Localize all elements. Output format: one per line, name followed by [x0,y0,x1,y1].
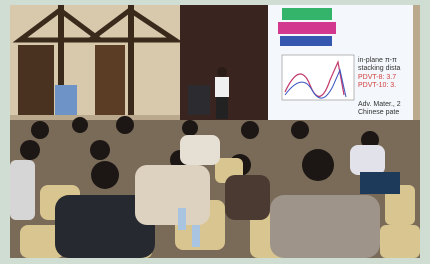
slide-text: PDVT-8: 3.7 [358,74,396,81]
slide-text: in-plane π-π [358,57,397,64]
slide-box [278,22,336,34]
speaker-head [217,67,227,77]
bottle [178,208,186,230]
slide-text: PDVT-10: 3. [358,82,396,89]
door [18,45,54,115]
speaker-legs [216,97,228,119]
laptop [360,172,400,194]
door [95,45,125,115]
slide-box [280,36,332,46]
photo: in-plane π-π stacking dista PDVT-8: 3.7 … [10,5,420,258]
slide-box [282,8,332,20]
banner [55,85,77,115]
post [128,5,134,115]
page: in-plane π-π stacking dista PDVT-8: 3.7 … [0,0,430,264]
photo-frame: in-plane π-π stacking dista PDVT-8: 3.7 … [0,0,430,264]
podium [188,85,210,115]
slide-text: stacking dista [358,65,401,72]
slide-text: Adv. Mater., 2 [358,101,401,108]
speaker-body [215,77,229,97]
bottle [192,225,200,247]
slide-text: Chinese pate [358,109,399,116]
